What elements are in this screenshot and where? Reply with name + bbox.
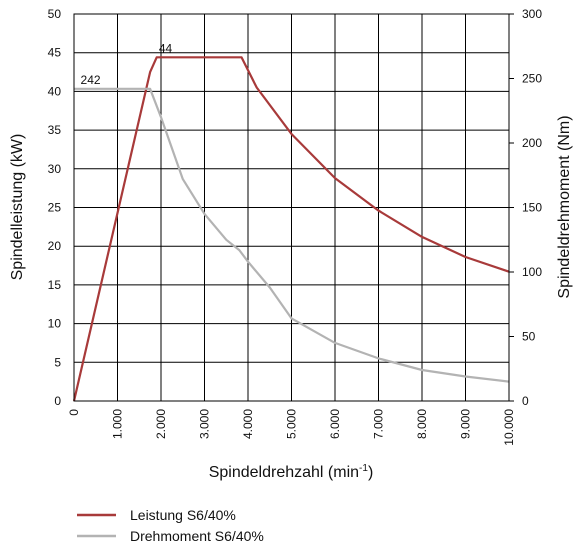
y-tick-label: 30 — [48, 162, 62, 176]
y-right-tick-label: 150 — [522, 201, 542, 215]
y-right-tick-label: 300 — [522, 7, 542, 21]
x-axis-title: Spindeldrehzahl (min-1) — [209, 463, 374, 481]
series-lines — [72, 56, 510, 402]
y-right-tick-label: 200 — [522, 136, 542, 150]
y-right-tick-label: 0 — [522, 394, 529, 408]
x-tick-label: 7.000 — [372, 409, 386, 439]
y-tick-label: 40 — [48, 84, 62, 98]
y-right-tick-label: 50 — [522, 330, 536, 344]
series-line-leistung — [72, 56, 510, 402]
y-tick-label: 20 — [48, 239, 62, 253]
x-tick-label: 6.000 — [328, 409, 342, 439]
y-right-tick-label: 100 — [522, 265, 542, 279]
legend: Leistung S6/40% Drehmoment S6/40% — [77, 507, 264, 544]
annotation-label: 44 — [159, 41, 173, 55]
y-tick-label: 15 — [48, 278, 62, 292]
series-line-drehmoment — [74, 87, 510, 383]
y-right-axis-title: Spindeldrehmoment (Nm) — [556, 115, 573, 298]
y-axis-title: Spindelleistung (kW) — [9, 134, 26, 281]
x-tick-label: 0 — [67, 409, 81, 416]
y-tick-label: 10 — [48, 317, 62, 331]
x-tick-label: 2.000 — [154, 409, 168, 439]
y-tick-label: 45 — [48, 46, 62, 60]
y-tick-label: 50 — [48, 7, 62, 21]
y-tick-label: 0 — [54, 394, 61, 408]
y-right-tick-label: 250 — [522, 72, 542, 86]
x-tick-label: 4.000 — [241, 409, 255, 439]
y-axis-ticks: 0 5 10 15 20 25 30 35 40 45 50 — [48, 7, 62, 408]
y-tick-label: 35 — [48, 123, 62, 137]
grid — [74, 14, 509, 401]
annotations: 44 242 — [81, 41, 173, 86]
x-tick-label: 3.000 — [198, 409, 212, 439]
y-right-axis-ticks: 0 50 100 150 200 250 300 — [509, 7, 542, 408]
y-tick-label: 25 — [48, 201, 62, 215]
x-axis-ticks: 0 1.000 2.000 3.000 4.000 5.000 6.000 7.000 8.00… — [67, 409, 516, 446]
x-tick-label: 5.000 — [285, 409, 299, 439]
legend-label-drehmoment: Drehmoment S6/40% — [130, 528, 264, 544]
y-tick-label: 5 — [54, 355, 61, 369]
x-tick-label: 1.000 — [111, 409, 125, 439]
x-tick-label: 10.000 — [502, 409, 516, 446]
x-tick-label: 9.000 — [459, 409, 473, 439]
legend-label-leistung: Leistung S6/40% — [130, 507, 236, 523]
annotation-label: 242 — [81, 73, 101, 87]
x-tick-label: 8.000 — [415, 409, 429, 439]
